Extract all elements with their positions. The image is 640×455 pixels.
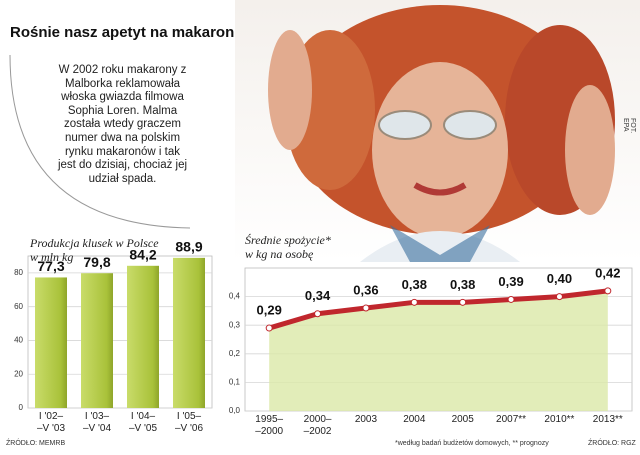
source: ŹRÓDŁO: MEMRB: [6, 440, 66, 447]
y-tick-label: 0: [19, 403, 24, 412]
value-label: 0,42: [595, 265, 620, 280]
chart-title: Średnie spożycie*: [245, 233, 331, 247]
x-tick-label: 2004: [403, 414, 426, 425]
bar: [127, 265, 159, 408]
x-tick-label: 2005: [451, 414, 474, 425]
bar: [173, 257, 205, 408]
marker: [555, 293, 563, 301]
y-label: w kg na osobę: [245, 247, 314, 261]
x-tick-label: I '05– –V '06: [174, 411, 204, 434]
photo: [235, 0, 640, 262]
value-label: 84,2: [129, 246, 156, 262]
bar: [35, 277, 67, 408]
y-label: w mln kg: [30, 250, 74, 264]
marker: [459, 298, 467, 306]
y-tick-label: 0,0: [229, 406, 241, 415]
x-tick-label: 2000– –2002: [303, 414, 332, 437]
value-label: 0,40: [547, 271, 572, 286]
y-tick-label: 0,4: [229, 292, 241, 301]
line: [268, 288, 609, 331]
value-label: 77,3: [37, 258, 64, 274]
title: Rośnie nasz apetyt na makaron: [10, 24, 235, 41]
y-tick-label: 40: [14, 336, 23, 345]
x-tick-label: I '04– –V '05: [128, 411, 158, 434]
marker: [507, 295, 515, 303]
bar: [81, 273, 113, 408]
value-label: 0,38: [450, 277, 475, 292]
value-label: 0,38: [402, 277, 427, 292]
x-tick-label: I '03– –V '04: [82, 411, 112, 434]
marker: [410, 298, 418, 306]
marker: [265, 324, 273, 332]
value-label: 0,29: [257, 302, 282, 317]
y-tick-label: 0,1: [229, 378, 241, 387]
marker: [362, 304, 370, 312]
marker: [604, 287, 612, 295]
y-tick-label: 0,3: [229, 320, 241, 329]
source: ŹRÓDŁO: RGZ: [588, 440, 636, 447]
y-tick-label: 60: [14, 302, 23, 311]
y-tick-label: 20: [14, 369, 23, 378]
y-tick-label: 80: [14, 268, 23, 277]
marker: [314, 310, 322, 318]
x-tick-label: 2007**: [496, 414, 527, 425]
photo-credit: FOT. EPA: [622, 118, 636, 134]
footnote: *według badań budżetów domowych, ** prog…: [395, 440, 549, 447]
value-label: 0,36: [353, 282, 378, 297]
value-label: 0,39: [498, 274, 523, 289]
value-label: 0,34: [305, 288, 331, 303]
note-frame: [9, 54, 191, 229]
x-tick-label: 2010**: [544, 414, 575, 425]
value-label: 88,9: [175, 239, 202, 255]
value-label: 79,8: [83, 254, 110, 270]
x-tick-label: 1995– –2000: [255, 414, 284, 437]
x-tick-label: 2003: [354, 414, 378, 425]
area: [269, 290, 608, 411]
chart-title: Produkcja klusek w Polsce: [30, 236, 159, 250]
note: W 2002 roku makarony z Malborka reklamow…: [57, 64, 188, 185]
x-tick-label: 2013**: [592, 414, 623, 425]
y-tick-label: 0,2: [229, 349, 241, 358]
x-tick-label: I '02– –V '03: [36, 411, 66, 434]
